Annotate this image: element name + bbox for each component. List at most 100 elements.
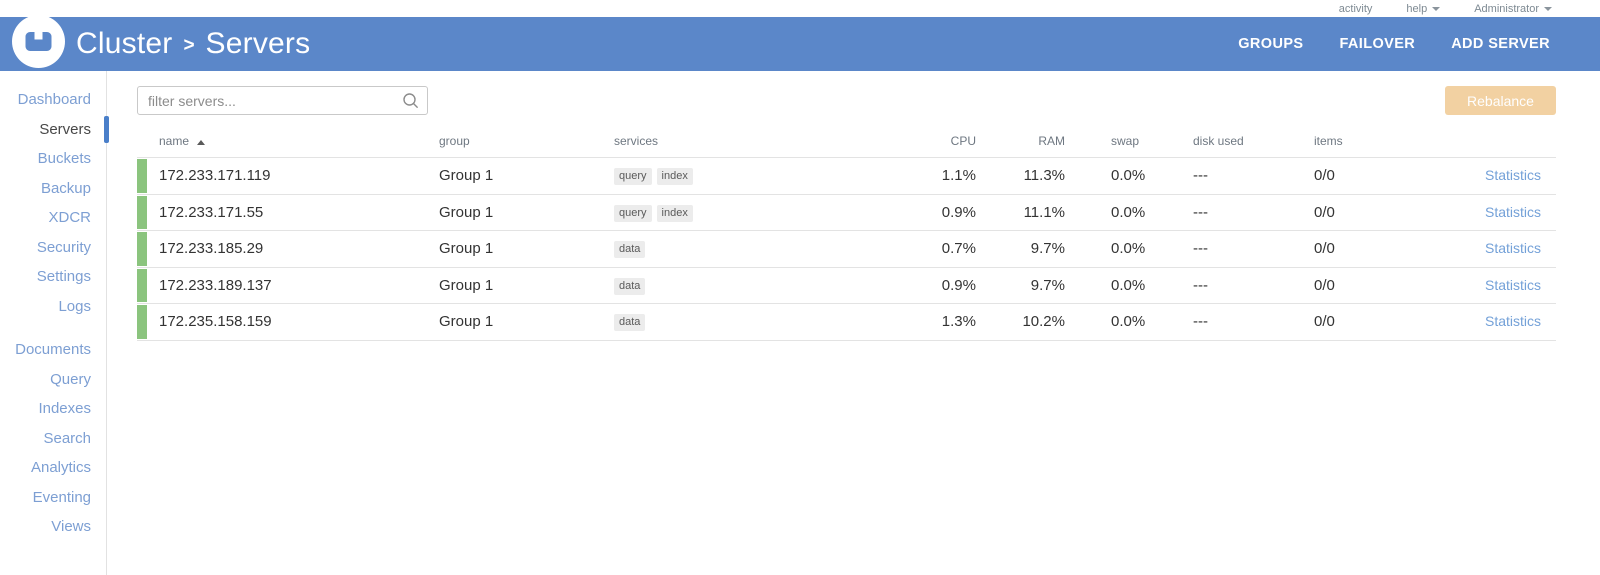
server-swap: 0.0% xyxy=(1111,313,1146,331)
sort-ascending-icon xyxy=(197,140,206,145)
activity-label: activity xyxy=(1338,2,1373,15)
statistics-link[interactable]: Statistics xyxy=(1484,203,1541,220)
statistics-link[interactable]: Statistics xyxy=(1484,313,1541,330)
server-name: 172.233.171.55 xyxy=(137,195,417,231)
sidebar-group-workbench: Documents Query Indexes Search Analytics… xyxy=(0,335,106,542)
server-group: Group 1 xyxy=(439,240,494,258)
sidebar-item-logs[interactable]: Logs xyxy=(58,297,91,315)
sidebar-item-servers[interactable]: Servers xyxy=(0,115,109,145)
table-row[interactable]: 172.233.185.29 Group 1 data 0.7% 9.7% 0.… xyxy=(137,231,1556,268)
search-icon xyxy=(403,93,418,108)
filter-wrap xyxy=(137,86,428,115)
server-group: Group 1 xyxy=(439,313,494,331)
service-badge: index xyxy=(656,204,693,222)
sidebar-item-eventing[interactable]: Eventing xyxy=(32,488,91,506)
service-badge: query xyxy=(614,168,652,186)
server-services: query index xyxy=(592,166,922,186)
user-label: Administrator xyxy=(1474,2,1539,15)
statistics-link[interactable]: Statistics xyxy=(1484,276,1541,293)
add-server-button[interactable]: ADD SERVER xyxy=(1451,36,1550,52)
server-items: 0/0 xyxy=(1314,167,1335,185)
server-ram: 9.7% xyxy=(1030,276,1065,294)
sidebar: Dashboard Servers Buckets Backup XDCR Se… xyxy=(0,71,109,575)
server-group: Group 1 xyxy=(439,276,494,294)
server-items: 0/0 xyxy=(1314,313,1335,331)
sidebar-item-views[interactable]: Views xyxy=(51,518,91,535)
failover-button[interactable]: FAILOVER xyxy=(1339,36,1416,52)
activity-link[interactable]: activity xyxy=(1339,3,1373,15)
column-header-cpu: CPU xyxy=(950,134,976,148)
rebalance-button[interactable]: Rebalance xyxy=(1445,86,1556,115)
sidebar-item-xdcr[interactable]: XDCR xyxy=(48,209,91,226)
server-disk-used: --- xyxy=(1193,203,1208,221)
server-name: 172.233.171.119 xyxy=(137,158,417,194)
chevron-down-icon xyxy=(1544,6,1552,11)
server-name: 172.235.158.159 xyxy=(137,304,417,340)
column-header-name[interactable]: name xyxy=(137,134,417,148)
server-swap: 0.0% xyxy=(1111,203,1146,221)
header-actions: GROUPS FAILOVER ADD SERVER xyxy=(1238,36,1550,52)
help-menu[interactable]: help xyxy=(1406,2,1441,15)
server-items: 0/0 xyxy=(1314,276,1335,294)
table-row[interactable]: 172.233.171.119 Group 1 query index 1.1% … xyxy=(137,158,1556,195)
column-header-group: group xyxy=(439,134,470,148)
sidebar-item-analytics[interactable]: Analytics xyxy=(30,459,91,476)
sidebar-item-buckets[interactable]: Buckets xyxy=(37,150,91,167)
filter-servers-input[interactable] xyxy=(137,86,428,115)
server-group: Group 1 xyxy=(439,203,494,221)
help-label: help xyxy=(1406,2,1428,15)
server-disk-used: --- xyxy=(1193,276,1208,294)
server-ram: 11.1% xyxy=(1023,203,1065,221)
statistics-cell: Statistics xyxy=(1434,204,1556,221)
statistics-cell: Statistics xyxy=(1434,240,1556,257)
server-items: 0/0 xyxy=(1314,240,1335,258)
server-cpu: 1.1% xyxy=(941,167,976,185)
server-name: 172.233.189.137 xyxy=(137,268,417,304)
column-header-disk-used: disk used xyxy=(1193,134,1244,148)
breadcrumb-separator: > xyxy=(183,34,195,56)
breadcrumb-cluster[interactable]: Cluster xyxy=(76,27,173,60)
sidebar-item-settings[interactable]: Settings xyxy=(36,268,91,285)
sidebar-item-indexes[interactable]: Indexes xyxy=(38,400,91,417)
statistics-cell: Statistics xyxy=(1434,313,1556,330)
statistics-cell: Statistics xyxy=(1434,167,1556,184)
server-cpu: 0.9% xyxy=(941,203,976,221)
server-swap: 0.0% xyxy=(1111,167,1146,185)
main-panel: Rebalance name group services CPU RAM sw… xyxy=(107,71,1600,575)
column-header-swap: swap xyxy=(1111,134,1140,148)
column-header-services: services xyxy=(614,134,659,148)
server-ram: 9.7% xyxy=(1030,240,1065,258)
service-badge: query xyxy=(614,204,652,222)
servers-table: name group services CPU RAM swap disk us… xyxy=(137,125,1556,341)
content-area: Dashboard Servers Buckets Backup XDCR Se… xyxy=(0,71,1600,575)
server-disk-used: --- xyxy=(1193,313,1208,331)
sidebar-item-backup[interactable]: Backup xyxy=(40,179,91,197)
server-swap: 0.0% xyxy=(1111,240,1146,258)
server-cpu: 0.7% xyxy=(941,240,976,258)
table-row[interactable]: 172.233.189.137 Group 1 data 0.9% 9.7% 0… xyxy=(137,268,1556,304)
server-services: data xyxy=(592,312,922,332)
table-header-row: name group services CPU RAM swap disk us… xyxy=(137,125,1556,158)
sidebar-item-security[interactable]: Security xyxy=(36,238,91,256)
server-cpu: 1.3% xyxy=(941,313,976,331)
statistics-link[interactable]: Statistics xyxy=(1484,240,1541,257)
server-cpu: 0.9% xyxy=(941,276,976,294)
sidebar-item-documents[interactable]: Documents xyxy=(15,341,91,358)
table-row[interactable]: 172.233.171.55 Group 1 query index 0.9% 1… xyxy=(137,195,1556,231)
table-row[interactable]: 172.235.158.159 Group 1 data 1.3% 10.2% … xyxy=(137,304,1556,341)
server-name: 172.233.185.29 xyxy=(137,231,417,267)
couchbase-logo-icon xyxy=(12,14,65,68)
server-ram: 10.2% xyxy=(1022,313,1065,331)
service-badge: data xyxy=(614,314,646,332)
statistics-link[interactable]: Statistics xyxy=(1484,167,1541,184)
sidebar-group-cluster: Dashboard Servers Buckets Backup XDCR Se… xyxy=(0,85,109,321)
service-badge: index xyxy=(656,168,693,186)
sidebar-item-dashboard[interactable]: Dashboard xyxy=(17,91,91,108)
servers-toolbar: Rebalance xyxy=(137,86,1556,115)
user-menu[interactable]: Administrator xyxy=(1474,3,1552,15)
statistics-cell: Statistics xyxy=(1434,277,1556,294)
service-badge: data xyxy=(614,241,646,259)
groups-button[interactable]: GROUPS xyxy=(1238,36,1304,52)
sidebar-item-query[interactable]: Query xyxy=(50,370,91,388)
sidebar-item-search[interactable]: Search xyxy=(43,429,91,447)
